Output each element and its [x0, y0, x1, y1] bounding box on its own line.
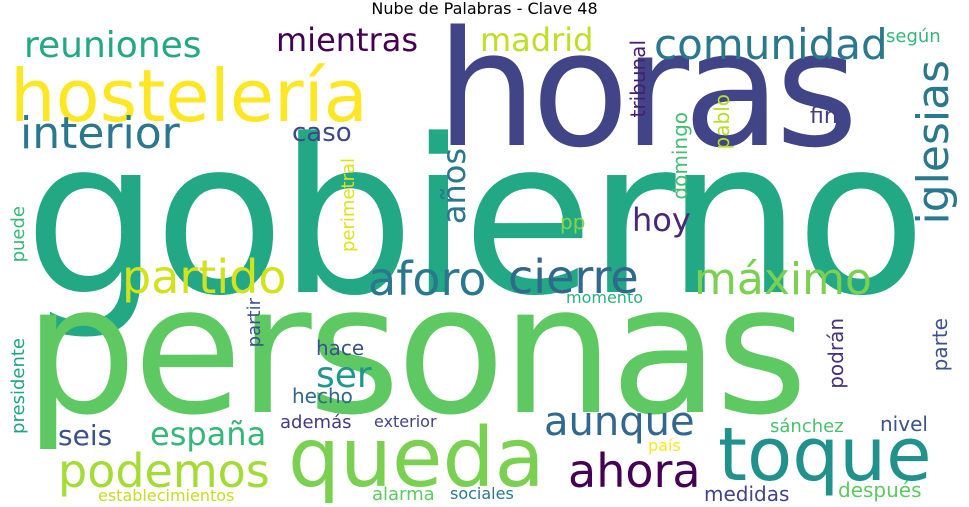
word-queda: queda	[288, 411, 545, 504]
word-reuniones: reuniones	[24, 25, 202, 66]
word-presidente: presidente	[10, 338, 29, 434]
word-pais: país	[648, 436, 681, 455]
word-domingo: domingo	[668, 112, 692, 200]
word-hecho: hecho	[292, 384, 353, 408]
word-iglesias: iglesias	[908, 60, 959, 225]
word-exterior: exterior	[374, 412, 437, 431]
word-momento: momento	[566, 288, 644, 307]
word-madrid: madrid	[480, 21, 594, 59]
word-establecimientos: establecimientos	[98, 486, 235, 504]
word-pp: pp	[560, 210, 586, 234]
word-hoy: hoy	[632, 201, 691, 239]
word-espana: españa	[150, 415, 267, 453]
word-caso: caso	[292, 118, 352, 148]
word-cloud: gobierno personas horas hostelería queda…	[10, 18, 960, 504]
word-interior: interior	[20, 108, 180, 159]
word-gobierno: gobierno	[24, 94, 927, 343]
word-ser: ser	[316, 355, 372, 396]
word-sanchez: sánchez	[770, 416, 844, 437]
word-comunidad: comunidad	[654, 20, 888, 69]
word-anos: años	[435, 148, 473, 225]
word-nivel: nivel	[880, 412, 928, 436]
word-tribunal: tribunal	[626, 40, 650, 118]
word-segun: según	[886, 26, 941, 47]
word-seis: seis	[58, 419, 113, 452]
word-horas: horas	[436, 18, 858, 183]
word-toque: toque	[718, 412, 932, 498]
word-cierre: cierre	[508, 250, 639, 304]
word-mientras: mientras	[276, 21, 419, 59]
word-partido: partido	[122, 250, 287, 304]
chart-title: Nube de Palabras - Clave 48	[371, 0, 598, 18]
word-hace: hace	[316, 336, 365, 360]
word-podran: podrán	[824, 318, 848, 389]
word-pablo: pablo	[710, 94, 734, 150]
word-hosteleria: hostelería	[10, 54, 368, 138]
word-parte: parte	[928, 318, 952, 372]
word-aunque: aunque	[544, 399, 695, 445]
word-perimetral: perimetral	[338, 158, 359, 252]
word-alarma: alarma	[372, 484, 435, 504]
word-aforo: aforo	[368, 252, 487, 306]
word-partir: partir	[244, 298, 265, 348]
word-sociales: sociales	[450, 484, 514, 503]
word-ademas: además	[280, 412, 352, 433]
word-ahora: ahora	[568, 444, 701, 498]
word-despues: después	[838, 478, 922, 502]
word-maximo: máximo	[694, 254, 872, 305]
word-personas: personas	[24, 247, 808, 454]
word-medidas: medidas	[704, 482, 790, 504]
word-fin: fin	[810, 104, 838, 129]
word-podemos: podemos	[58, 444, 270, 498]
word-puede: puede	[10, 206, 29, 263]
